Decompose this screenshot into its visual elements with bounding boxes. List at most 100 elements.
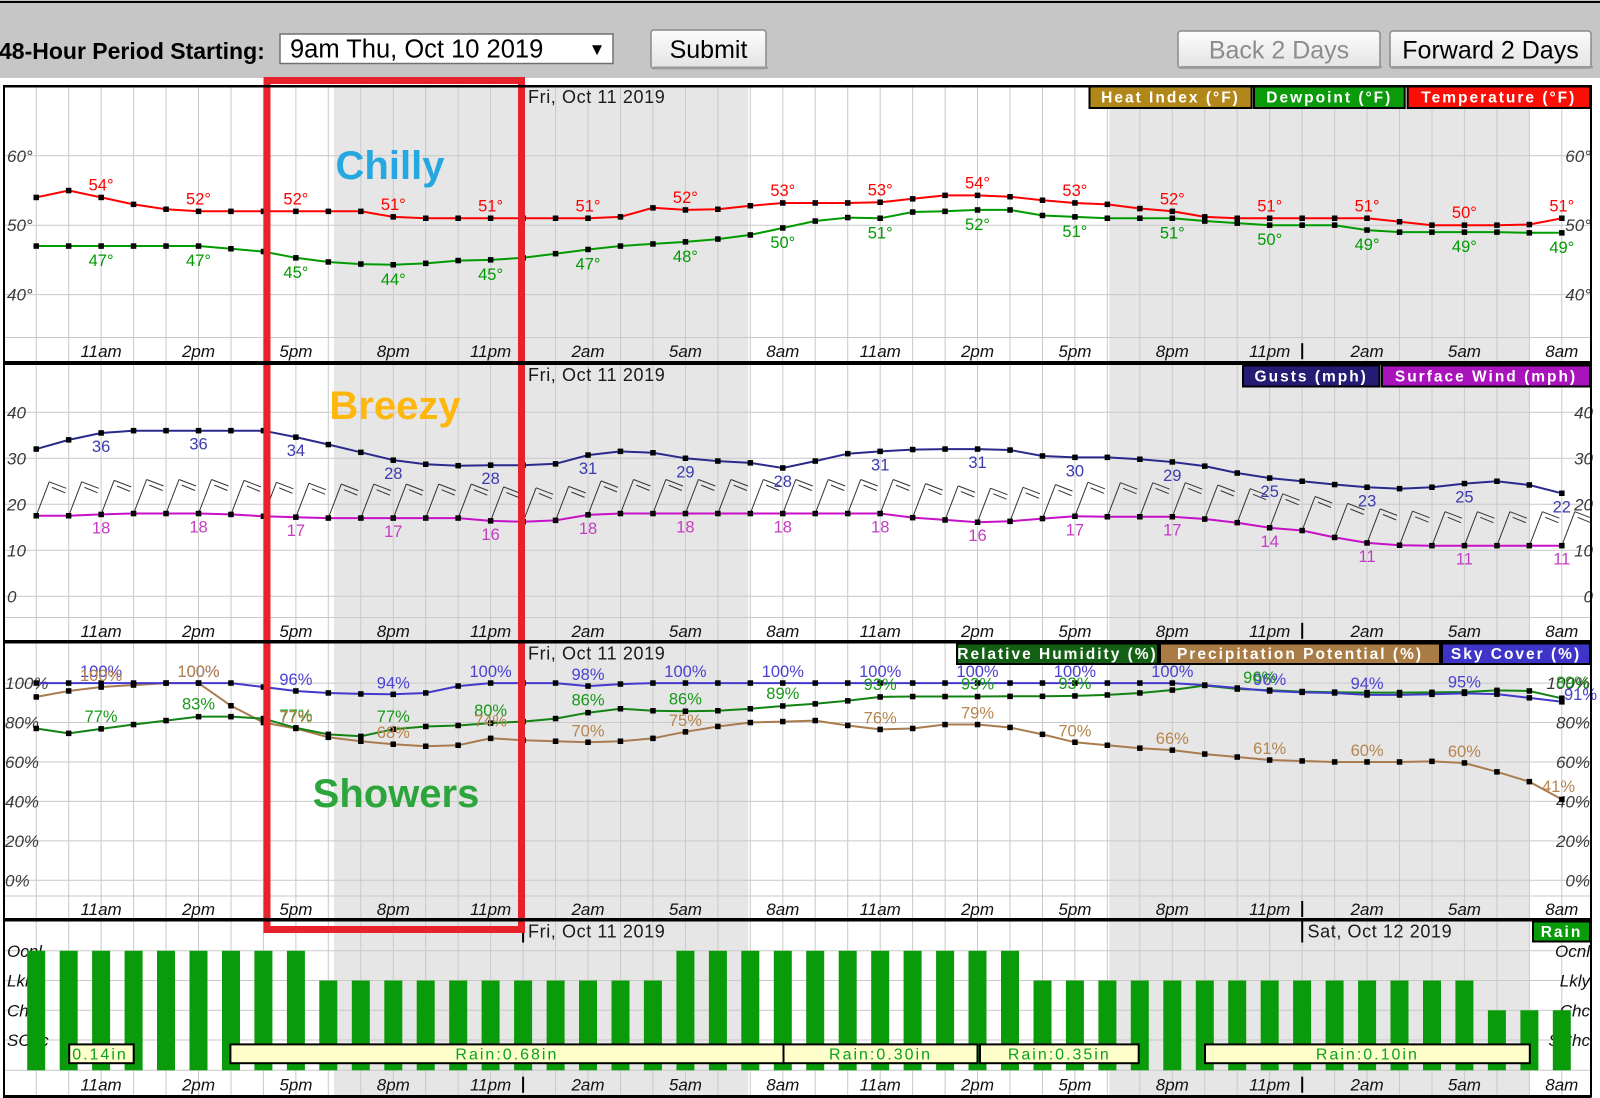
svg-text:8pm: 8pm bbox=[1156, 900, 1189, 919]
svg-text:60%: 60% bbox=[1351, 742, 1384, 760]
svg-text:2am: 2am bbox=[1350, 1076, 1384, 1095]
svg-text:5pm: 5pm bbox=[279, 900, 312, 919]
svg-text:18: 18 bbox=[676, 519, 694, 537]
svg-text:Precipitation Potential (%): Precipitation Potential (%) bbox=[1177, 646, 1423, 663]
svg-text:94%: 94% bbox=[1351, 675, 1384, 693]
svg-text:20: 20 bbox=[1573, 495, 1593, 514]
svg-text:100%: 100% bbox=[177, 663, 220, 681]
svg-text:Ocnl: Ocnl bbox=[1555, 942, 1591, 961]
svg-text:5pm: 5pm bbox=[1058, 622, 1091, 641]
svg-text:Showers: Showers bbox=[313, 772, 480, 816]
svg-text:29: 29 bbox=[1163, 467, 1181, 485]
svg-text:31: 31 bbox=[871, 456, 889, 474]
svg-text:Rain:0.30in: Rain:0.30in bbox=[829, 1047, 932, 1064]
svg-text:100%: 100% bbox=[762, 663, 805, 681]
svg-text:8pm: 8pm bbox=[377, 1076, 410, 1095]
svg-text:5am: 5am bbox=[1448, 622, 1481, 641]
svg-text:Fri, Oct 11 2019: Fri, Oct 11 2019 bbox=[528, 87, 665, 107]
svg-text:11am: 11am bbox=[80, 1076, 121, 1095]
svg-text:31: 31 bbox=[968, 454, 986, 472]
svg-text:96%: 96% bbox=[279, 671, 312, 689]
svg-text:30: 30 bbox=[1574, 449, 1593, 468]
svg-text:Sky Cover (%): Sky Cover (%) bbox=[1451, 646, 1581, 663]
svg-text:8pm: 8pm bbox=[377, 342, 410, 361]
svg-text:49°: 49° bbox=[1549, 239, 1574, 257]
svg-text:41%: 41% bbox=[1542, 778, 1575, 796]
svg-text:50°: 50° bbox=[1565, 216, 1591, 235]
svg-text:11pm: 11pm bbox=[470, 900, 511, 919]
svg-text:0: 0 bbox=[1584, 587, 1594, 606]
svg-text:5pm: 5pm bbox=[1058, 1076, 1091, 1095]
svg-text:66%: 66% bbox=[1156, 730, 1189, 748]
svg-text:47°: 47° bbox=[89, 252, 114, 270]
svg-text:18: 18 bbox=[92, 519, 110, 537]
svg-text:28: 28 bbox=[481, 470, 499, 488]
svg-text:0%: 0% bbox=[5, 871, 30, 890]
svg-text:80%: 80% bbox=[474, 702, 507, 720]
svg-text:52°: 52° bbox=[673, 189, 698, 207]
svg-text:Breezy: Breezy bbox=[329, 384, 461, 428]
svg-text:98%: 98% bbox=[571, 666, 604, 684]
svg-text:47°: 47° bbox=[186, 252, 211, 270]
svg-text:52°: 52° bbox=[186, 190, 211, 208]
svg-text:100%: 100% bbox=[1547, 674, 1590, 693]
svg-text:8am: 8am bbox=[1545, 1076, 1578, 1095]
svg-text:60°: 60° bbox=[7, 147, 33, 166]
svg-text:11pm: 11pm bbox=[470, 342, 511, 361]
svg-text:76%: 76% bbox=[864, 709, 897, 727]
svg-text:Rain:0.35in: Rain:0.35in bbox=[1008, 1047, 1111, 1064]
svg-text:86%: 86% bbox=[571, 692, 604, 710]
svg-text:80%: 80% bbox=[5, 714, 39, 733]
svg-text:11am: 11am bbox=[80, 900, 121, 919]
svg-text:8pm: 8pm bbox=[1156, 342, 1189, 361]
svg-text:Relative Humidity (%): Relative Humidity (%) bbox=[957, 646, 1157, 663]
svg-text:11am: 11am bbox=[860, 622, 901, 641]
svg-text:53°: 53° bbox=[770, 182, 795, 200]
svg-text:11pm: 11pm bbox=[1249, 900, 1290, 919]
svg-text:100%: 100% bbox=[664, 663, 707, 681]
svg-text:93%: 93% bbox=[1058, 675, 1091, 693]
svg-text:2pm: 2pm bbox=[960, 1076, 994, 1095]
svg-text:16: 16 bbox=[968, 527, 986, 545]
svg-text:77%: 77% bbox=[279, 709, 312, 727]
svg-text:51°: 51° bbox=[1160, 224, 1185, 242]
svg-text:100%: 100% bbox=[1054, 663, 1097, 681]
svg-text:Fri, Oct 11 2019: Fri, Oct 11 2019 bbox=[528, 644, 665, 664]
svg-text:86%: 86% bbox=[669, 690, 702, 708]
svg-text:68%: 68% bbox=[377, 724, 410, 742]
svg-text:50°: 50° bbox=[1257, 231, 1282, 249]
svg-text:0%: 0% bbox=[1565, 871, 1590, 890]
svg-text:2pm: 2pm bbox=[181, 900, 215, 919]
svg-text:60°: 60° bbox=[1565, 147, 1591, 166]
svg-text:5am: 5am bbox=[669, 622, 702, 641]
svg-text:Forward 2 Days: Forward 2 Days bbox=[1402, 37, 1578, 65]
svg-text:50°: 50° bbox=[7, 216, 33, 235]
svg-text:47°: 47° bbox=[576, 256, 601, 274]
svg-text:▼: ▼ bbox=[589, 40, 606, 59]
svg-text:44°: 44° bbox=[381, 271, 406, 289]
svg-text:Surface Wind (mph): Surface Wind (mph) bbox=[1395, 369, 1577, 386]
svg-text:100%: 100% bbox=[80, 667, 123, 685]
svg-text:79%: 79% bbox=[961, 705, 994, 723]
svg-text:2am: 2am bbox=[1350, 900, 1384, 919]
svg-text:100%: 100% bbox=[956, 663, 999, 681]
svg-text:52°: 52° bbox=[965, 216, 990, 234]
svg-text:5am: 5am bbox=[1448, 900, 1481, 919]
svg-text:Rain: Rain bbox=[1541, 924, 1583, 941]
svg-text:Back 2 Days: Back 2 Days bbox=[1209, 37, 1349, 65]
svg-text:51°: 51° bbox=[1355, 197, 1380, 215]
svg-text:40%: 40% bbox=[5, 792, 39, 811]
svg-text:5am: 5am bbox=[1448, 1076, 1481, 1095]
svg-text:53°: 53° bbox=[1062, 182, 1087, 200]
svg-text:100%: 100% bbox=[5, 674, 48, 693]
svg-text:18: 18 bbox=[774, 519, 792, 537]
svg-text:8am: 8am bbox=[1545, 342, 1578, 361]
svg-text:100%: 100% bbox=[859, 663, 902, 681]
svg-text:Submit: Submit bbox=[670, 36, 748, 64]
svg-text:8am: 8am bbox=[1545, 900, 1578, 919]
svg-text:20%: 20% bbox=[1555, 832, 1590, 851]
svg-text:Temperature (°F): Temperature (°F) bbox=[1421, 90, 1576, 107]
svg-text:22: 22 bbox=[1553, 498, 1571, 516]
svg-text:30: 30 bbox=[1066, 462, 1084, 480]
svg-text:11pm: 11pm bbox=[470, 1076, 511, 1095]
